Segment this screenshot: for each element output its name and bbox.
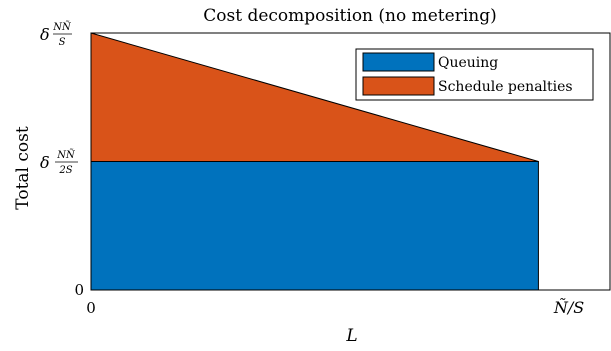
y-tick-half: δ NÑ 2S xyxy=(40,149,78,176)
y-tick-zero: 0 xyxy=(74,281,84,299)
y-axis-label: Total cost xyxy=(13,126,33,210)
legend-label-queuing: Queuing xyxy=(438,55,498,71)
y-tick-full: δ NÑ S xyxy=(40,21,72,48)
y-tick-half-den: 2S xyxy=(58,165,72,176)
x-axis-label: L xyxy=(345,326,357,346)
chart-title: Cost decomposition (no metering) xyxy=(203,6,496,26)
x-tick-end: Ñ/S xyxy=(553,297,584,317)
legend-label-schedule: Schedule penalties xyxy=(438,79,573,95)
y-tick-half-prefix: δ xyxy=(40,153,50,172)
y-tick-full-prefix: δ xyxy=(40,25,50,44)
x-tick-zero: 0 xyxy=(86,299,96,317)
y-tick-half-num: NÑ xyxy=(56,149,76,161)
y-tick-full-den: S xyxy=(59,37,66,48)
y-tick-full-num: NÑ xyxy=(52,21,72,33)
plot-area xyxy=(90,32,539,291)
area-queuing xyxy=(90,161,539,291)
axes-box xyxy=(90,32,611,291)
legend-swatch-schedule xyxy=(362,76,435,96)
legend: Queuing Schedule penalties xyxy=(355,48,594,101)
legend-swatch-queuing xyxy=(362,52,435,72)
